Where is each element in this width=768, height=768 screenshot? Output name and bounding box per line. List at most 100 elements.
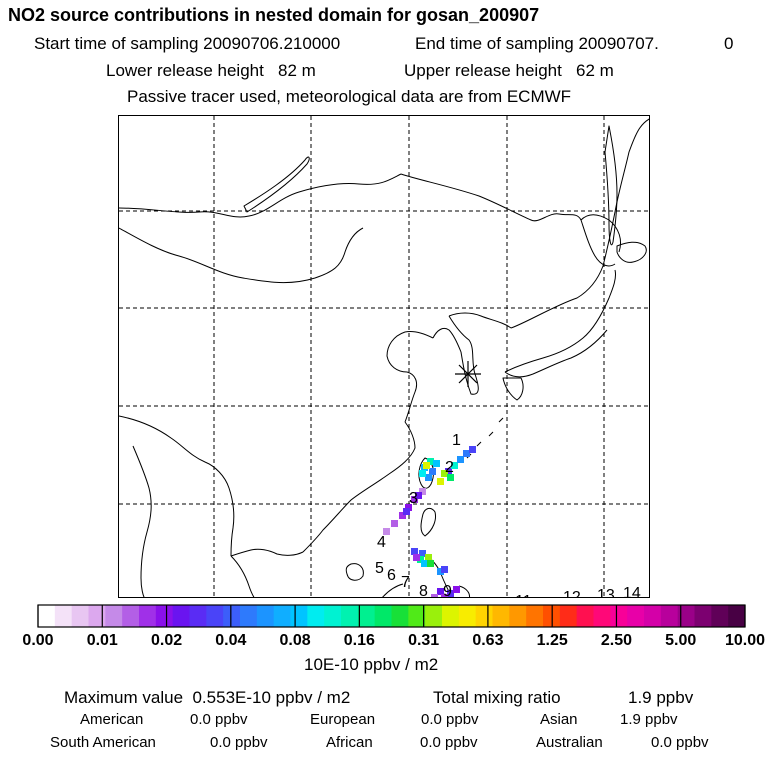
colorbar-cell-18 (341, 605, 359, 627)
region-name-australian: Australian (536, 734, 603, 751)
japan-honshu (504, 269, 616, 373)
trajectory-label: 5 (375, 560, 384, 577)
trajectory-label: 9 (443, 583, 452, 598)
border-mongolia-south (119, 227, 364, 284)
plume-cell-34 (453, 586, 460, 593)
colorbar-cell-33 (593, 605, 611, 627)
receptor-asterisk-icon (455, 361, 481, 387)
ryukyu-islands (466, 417, 504, 459)
plume-cell-20 (383, 528, 390, 535)
plume-cell-17 (405, 504, 412, 511)
trajectory-label: 12 (563, 589, 581, 598)
plume-cell-29 (427, 560, 434, 567)
map-panel: 12345678911121314 (118, 115, 650, 598)
colorbar-cell-34 (610, 605, 628, 627)
colorbar-tick-label: 1.25 (537, 632, 568, 649)
colorbar-cell-35 (627, 605, 645, 627)
plume-cell-31 (441, 566, 448, 573)
philippines-mindanao (458, 585, 470, 597)
coastlines-and-borders (119, 118, 649, 597)
colorbar-cell-32 (576, 605, 594, 627)
plume-cell-18 (399, 512, 406, 519)
map-svg: 12345678911121314 (119, 116, 649, 598)
plume-cell-23 (411, 548, 418, 555)
colorbar-tick-label: 0.04 (215, 632, 246, 649)
colorbar-cell-39 (694, 605, 712, 627)
plume-cell-27 (421, 560, 428, 567)
colorbar-svg: 0.00 0.01 0.02 0.04 0.08 0.16 0.31 0.63 1.25 2.50… (22, 604, 765, 649)
plume-cell-7 (445, 468, 452, 475)
plume-cell-9 (457, 456, 464, 463)
colorbar-cell-20 (374, 605, 392, 627)
plume-cell-11 (469, 446, 476, 453)
trajectory-label: 2 (445, 459, 454, 476)
chart-title: NO2 source contributions in nested domai… (8, 5, 540, 25)
coast-russia-far-east (510, 118, 649, 329)
colorbar-cell-17 (324, 605, 342, 627)
borneo-north (382, 583, 404, 597)
colorbar-tick-label: 0.16 (344, 632, 375, 649)
colorbar-cell-19 (357, 605, 376, 627)
colorbar-cell-24 (442, 605, 460, 627)
japan-kyushu (502, 377, 524, 401)
colorbar-tick-label: 2.50 (601, 632, 632, 649)
plume-cell-8 (451, 462, 458, 469)
colorbar-cell-1 (54, 605, 73, 627)
colorbar-cell-6 (139, 605, 157, 627)
colorbar-cell-2 (71, 605, 89, 627)
colorbar-cell-28 (509, 605, 527, 627)
border-china-southwest (119, 415, 235, 557)
colorbar-tick-label: 0.00 (22, 632, 53, 649)
plume-cell-28 (413, 554, 420, 561)
colorbar-cell-16 (307, 605, 325, 627)
colorbar-tick-label: 10.00 (725, 632, 765, 649)
tracer-plume-cells (383, 446, 476, 597)
korea-peninsula (432, 315, 479, 395)
colorbar-cell-23 (425, 605, 443, 627)
plume-cell-22 (403, 508, 410, 515)
colorbar-tick-label: 5.00 (665, 632, 696, 649)
colorbar-cell-0 (38, 605, 56, 627)
japan-hokkaido (616, 241, 647, 263)
colorbar-tick-label: 0.01 (87, 632, 118, 649)
region-name-asian: Asian (540, 711, 578, 728)
coast-indochina (230, 555, 255, 597)
coast-china-south (230, 548, 304, 557)
colorbar-tick-label: 0.31 (408, 632, 439, 649)
region-value-african: 0.0 ppbv (420, 734, 478, 751)
hainan-island (345, 563, 364, 581)
coast-china-east (302, 421, 416, 553)
region-value-south-american: 0.0 ppbv (210, 734, 268, 751)
region-value-american: 0.0 ppbv (190, 711, 248, 728)
border-china-russia-ne (400, 173, 616, 267)
plume-cell-15 (419, 488, 426, 495)
colorbar-cell-14 (273, 605, 291, 627)
colorbar-cell-31 (559, 605, 578, 627)
colorbar-cell-37 (660, 605, 679, 627)
colorbar-tick-label: 0.08 (280, 632, 311, 649)
plume-cell-35 (441, 594, 448, 597)
colorbar-tick-label: 0.63 (472, 632, 503, 649)
coast-bohai (386, 331, 434, 423)
colorbar-cell-3 (88, 605, 106, 627)
plume-cell-6 (419, 470, 426, 477)
colorbar-cell-38 (677, 605, 695, 627)
colorbar-cell-41 (728, 605, 746, 627)
plume-cell-16 (411, 496, 418, 503)
border-myanmar (132, 445, 152, 597)
region-name-american: American (80, 711, 144, 728)
plume-cell-10 (463, 450, 470, 457)
colorbar-cell-4 (105, 605, 123, 627)
sakhalin-island (604, 125, 618, 246)
plume-cell-30 (437, 568, 444, 575)
border-china-korea (448, 312, 512, 329)
start-time-label: Start time of sampling 20090706.210000 (34, 34, 341, 53)
plume-cell-24 (419, 550, 426, 557)
region-name-african: African (326, 734, 373, 751)
trajectory-number-labels: 12345678911121314 (375, 432, 641, 598)
colorbar-cell-11 (223, 605, 241, 627)
trajectory-label: 1 (452, 432, 461, 449)
plume-cell-19 (391, 520, 398, 527)
plume-cell-12 (441, 470, 448, 477)
colorbar-cell-21 (391, 605, 409, 627)
